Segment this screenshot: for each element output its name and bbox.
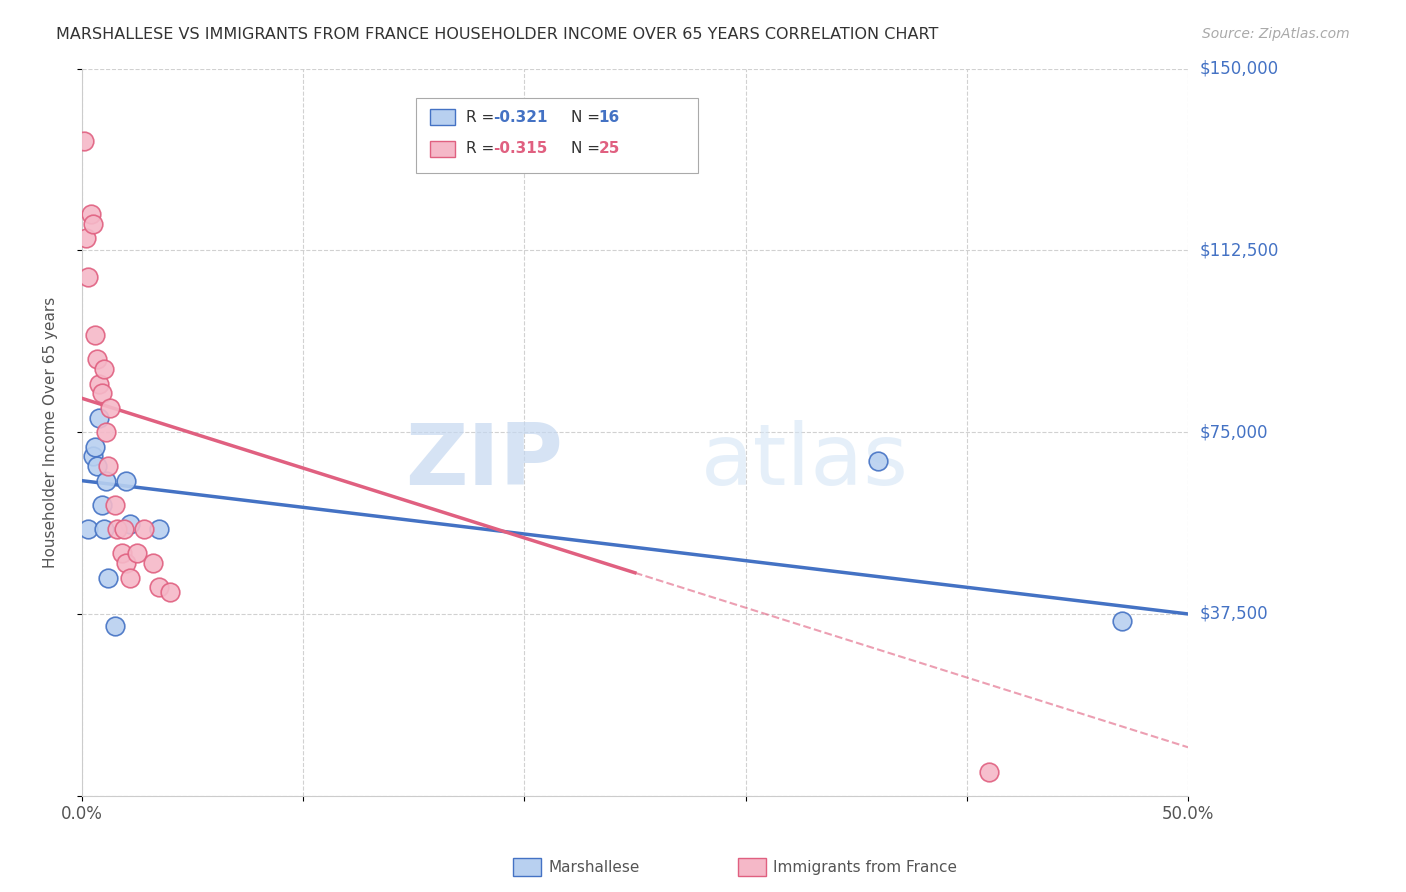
Text: MARSHALLESE VS IMMIGRANTS FROM FRANCE HOUSEHOLDER INCOME OVER 65 YEARS CORRELATI: MARSHALLESE VS IMMIGRANTS FROM FRANCE HO… <box>56 27 939 42</box>
Point <box>94 425 117 440</box>
Point <box>148 522 170 536</box>
Text: N =: N = <box>571 110 605 125</box>
Point <box>104 498 127 512</box>
Point <box>79 207 101 221</box>
FancyBboxPatch shape <box>430 141 454 157</box>
Point <box>115 556 138 570</box>
FancyBboxPatch shape <box>430 110 454 125</box>
Point <box>977 764 1000 779</box>
Point <box>82 217 104 231</box>
Point <box>90 386 112 401</box>
Point <box>868 454 890 468</box>
Point <box>86 352 108 367</box>
Point <box>112 522 135 536</box>
Text: Immigrants from France: Immigrants from France <box>773 860 957 874</box>
Point <box>132 522 155 536</box>
Point <box>86 459 108 474</box>
Point <box>159 585 181 599</box>
Point <box>82 450 104 464</box>
Point <box>141 556 163 570</box>
Text: R =: R = <box>465 141 499 156</box>
Text: -0.315: -0.315 <box>494 141 548 156</box>
Text: $75,000: $75,000 <box>1199 423 1268 442</box>
Text: 16: 16 <box>599 110 620 125</box>
Point <box>148 580 170 594</box>
Text: $150,000: $150,000 <box>1199 60 1278 78</box>
Point <box>97 571 120 585</box>
Point <box>97 459 120 474</box>
Point <box>1111 614 1133 628</box>
Text: -0.321: -0.321 <box>494 110 548 125</box>
Point <box>75 231 97 245</box>
Text: 25: 25 <box>599 141 620 156</box>
Point <box>100 401 122 415</box>
Point <box>105 522 128 536</box>
Text: ZIP: ZIP <box>405 420 562 503</box>
Point <box>115 474 138 488</box>
Text: R =: R = <box>465 110 499 125</box>
Text: Marshallese: Marshallese <box>548 860 640 874</box>
Point <box>110 546 132 560</box>
Point <box>94 474 117 488</box>
Point <box>125 546 148 560</box>
Point <box>93 362 115 376</box>
Y-axis label: Householder Income Over 65 years: Householder Income Over 65 years <box>44 296 58 568</box>
Text: atlas: atlas <box>702 420 910 503</box>
Point <box>84 328 107 343</box>
Point <box>90 498 112 512</box>
Point <box>93 522 115 536</box>
Text: N =: N = <box>571 141 605 156</box>
Text: $112,500: $112,500 <box>1199 242 1278 260</box>
FancyBboxPatch shape <box>416 98 697 172</box>
Point <box>120 571 142 585</box>
Text: $37,500: $37,500 <box>1199 605 1268 623</box>
Point <box>73 134 96 148</box>
Point <box>77 270 100 285</box>
Point <box>89 376 111 391</box>
Point <box>104 619 127 633</box>
Point <box>84 440 107 454</box>
Point <box>120 517 142 532</box>
Point <box>89 410 111 425</box>
Point <box>77 522 100 536</box>
Text: Source: ZipAtlas.com: Source: ZipAtlas.com <box>1202 27 1350 41</box>
